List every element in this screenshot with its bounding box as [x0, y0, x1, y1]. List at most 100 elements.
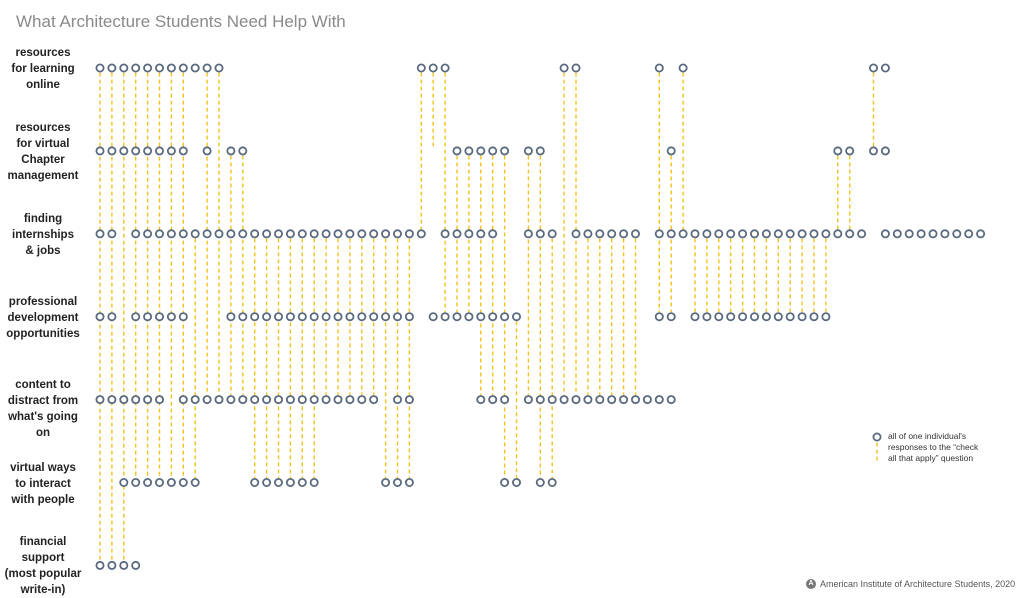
row-label-line: resources [15, 47, 71, 59]
response-dot [428, 312, 438, 322]
response-dot [690, 312, 700, 322]
row-label-line: (most popular [4, 568, 82, 581]
response-dot [678, 229, 688, 239]
response-dot [476, 229, 486, 239]
response-dot [297, 312, 307, 322]
row-label-line: online [26, 79, 60, 91]
row-label-line: for virtual [16, 137, 70, 150]
response-dot [726, 312, 736, 322]
response-dot [512, 477, 522, 487]
legend-text-line: responses to the “check [888, 442, 979, 452]
response-dot [523, 146, 533, 156]
legend-text-line: all of one individual's [888, 431, 967, 441]
response-dot [238, 146, 248, 156]
legend-dot [872, 432, 882, 442]
response-dot [488, 146, 498, 156]
response-dot [821, 312, 831, 322]
response-dot [131, 395, 141, 405]
response-dot [202, 146, 212, 156]
response-dots [95, 63, 986, 570]
response-dot [357, 395, 367, 405]
response-dot [297, 477, 307, 487]
response-dot [119, 560, 129, 570]
response-dot [726, 229, 736, 239]
response-dot [500, 395, 510, 405]
response-dot [869, 63, 879, 73]
response-dot [381, 312, 391, 322]
response-dot [131, 146, 141, 156]
legend: all of one individual's responses to the … [888, 431, 998, 464]
row-label: virtual ways to interact with people [0, 460, 86, 508]
row-label-line: to interact [15, 477, 71, 490]
response-dot [95, 560, 105, 570]
response-dot [428, 63, 438, 73]
response-dot [154, 312, 164, 322]
response-dot [666, 146, 676, 156]
row-label-line: professional [8, 295, 78, 308]
response-dot [273, 229, 283, 239]
response-dot [500, 477, 510, 487]
response-dot [95, 312, 105, 322]
response-dot [119, 63, 129, 73]
response-dot [595, 229, 605, 239]
response-dot [381, 229, 391, 239]
response-dot [452, 312, 462, 322]
response-dot [452, 229, 462, 239]
response-dot [166, 229, 176, 239]
response-dot [404, 229, 414, 239]
response-dot [654, 229, 664, 239]
response-dot [464, 146, 474, 156]
response-dot [583, 395, 593, 405]
response-dot [619, 395, 629, 405]
response-dot [226, 229, 236, 239]
response-dot [131, 477, 141, 487]
response-dot [666, 312, 676, 322]
response-dot [178, 146, 188, 156]
response-dot [785, 229, 795, 239]
response-dot [880, 63, 890, 73]
response-dot [809, 312, 819, 322]
response-dot [654, 63, 664, 73]
row-label: resources for virtual Chapter management [0, 120, 86, 184]
response-dot [154, 395, 164, 405]
response-dot [321, 395, 331, 405]
response-dot [392, 395, 402, 405]
response-dot [690, 229, 700, 239]
response-dot [95, 146, 105, 156]
response-dot [571, 63, 581, 73]
response-dot [154, 229, 164, 239]
response-dot [916, 229, 926, 239]
response-dot [440, 63, 450, 73]
response-dot [178, 63, 188, 73]
response-dot [214, 229, 224, 239]
response-dot [833, 229, 843, 239]
response-dot [107, 312, 117, 322]
response-dot [761, 312, 771, 322]
response-dot [964, 229, 974, 239]
response-dot [392, 477, 402, 487]
response-dot [702, 229, 712, 239]
response-dot [666, 229, 676, 239]
response-dot [154, 146, 164, 156]
response-dot [750, 229, 760, 239]
row-label: professional development opportunities [0, 294, 86, 342]
row-label: content to distract from what's going on [0, 377, 86, 441]
response-dot [285, 477, 295, 487]
response-dot [107, 560, 117, 570]
response-dot [285, 395, 295, 405]
response-dot [309, 395, 319, 405]
response-dot [143, 146, 153, 156]
response-dot [464, 312, 474, 322]
response-dot [166, 312, 176, 322]
row-label-line: content to [15, 378, 71, 391]
response-dot [369, 312, 379, 322]
row-label-line: internships [12, 228, 74, 241]
response-dot [131, 63, 141, 73]
row-label-line: support [21, 552, 65, 565]
response-dot [738, 229, 748, 239]
response-dot [119, 395, 129, 405]
response-dot [547, 477, 557, 487]
chart-title: What Architecture Students Need Help Wit… [16, 12, 346, 31]
response-dot [559, 63, 569, 73]
response-dot [321, 312, 331, 322]
